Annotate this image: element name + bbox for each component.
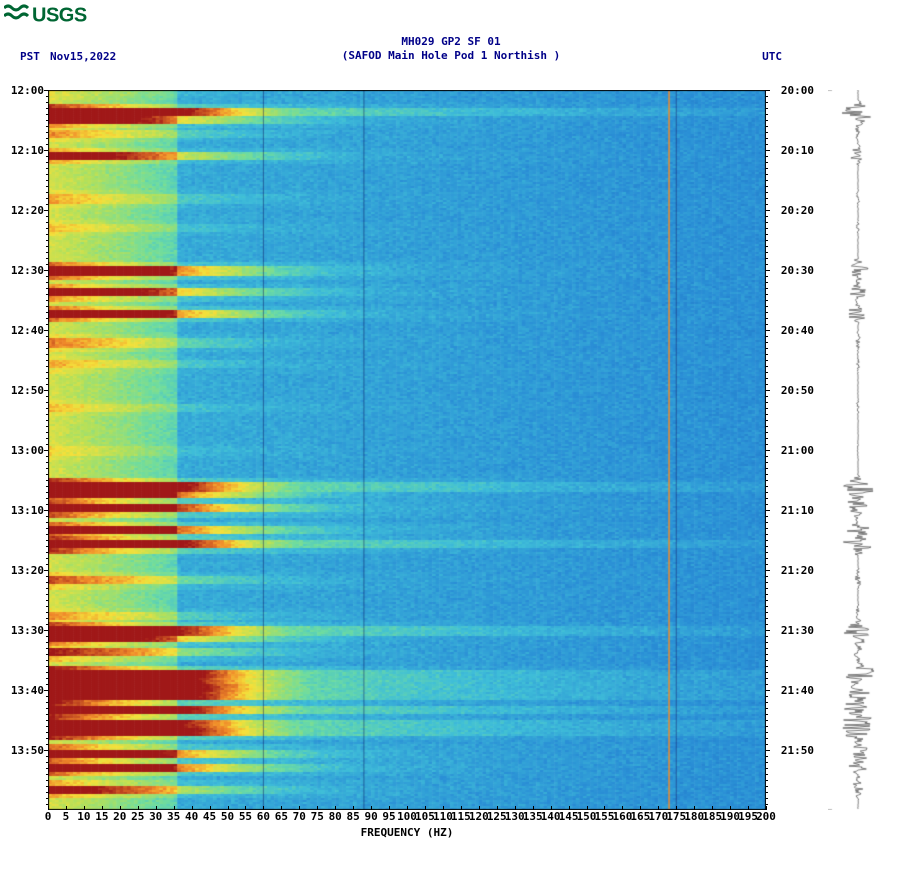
usgs-logo: USGS [4, 4, 87, 28]
ytick-left: 12:10 [4, 144, 44, 157]
ytick-right: 21:50 [770, 744, 814, 757]
xtick-label: 200 [756, 810, 776, 823]
ytick-left: 13:30 [4, 624, 44, 637]
ytick-left: 12:50 [4, 384, 44, 397]
ytick-right: 20:20 [770, 204, 814, 217]
ytick-left: 13:40 [4, 684, 44, 697]
ytick-left: 13:50 [4, 744, 44, 757]
ytick-right: 21:00 [770, 444, 814, 457]
ytick-left: 13:00 [4, 444, 44, 457]
ytick-left: 12:40 [4, 324, 44, 337]
usgs-waves-icon [4, 4, 30, 28]
left-timezone-label: PST [20, 50, 40, 63]
ytick-left: 13:10 [4, 504, 44, 517]
ytick-right: 20:40 [770, 324, 814, 337]
ytick-right: 21:20 [770, 564, 814, 577]
ytick-right: 21:30 [770, 624, 814, 637]
waveform-strip [828, 90, 888, 810]
ytick-right: 21:10 [770, 504, 814, 517]
ytick-right: 20:30 [770, 264, 814, 277]
ytick-right: 20:50 [770, 384, 814, 397]
ytick-left: 13:20 [4, 564, 44, 577]
right-timezone-label: UTC [762, 50, 782, 63]
x-axis-label: FREQUENCY (HZ) [0, 826, 814, 839]
date-label: Nov15,2022 [50, 50, 116, 63]
ytick-right: 21:40 [770, 684, 814, 697]
ytick-left: 12:30 [4, 264, 44, 277]
spectrogram-canvas [48, 90, 766, 810]
usgs-logo-text: USGS [32, 4, 87, 26]
ytick-left: 12:20 [4, 204, 44, 217]
ytick-right: 20:10 [770, 144, 814, 157]
ytick-left: 12:00 [4, 84, 44, 97]
ytick-right: 20:00 [770, 84, 814, 97]
title-line1: MH029 GP2 SF 01 [0, 35, 902, 49]
